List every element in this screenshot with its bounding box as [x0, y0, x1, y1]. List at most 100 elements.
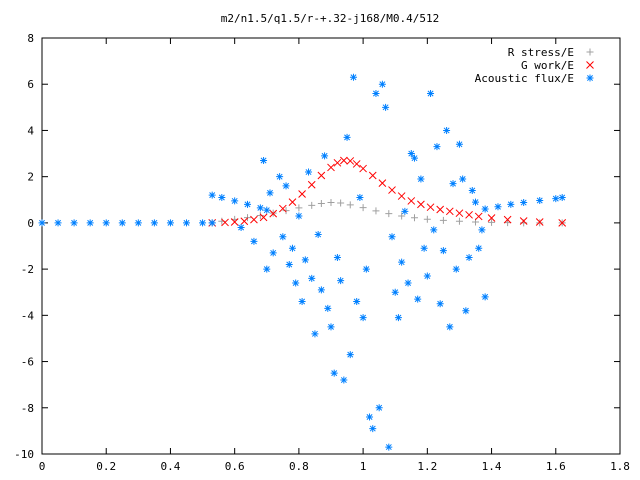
data-point — [250, 215, 258, 224]
data-point — [208, 219, 216, 227]
data-point — [237, 224, 245, 232]
data-point — [388, 233, 396, 241]
data-point — [385, 210, 393, 218]
data-point — [208, 191, 216, 199]
data-point — [263, 206, 271, 214]
y-tick-label: 2 — [27, 171, 34, 184]
data-point — [359, 204, 367, 212]
x-tick-label: 1 — [360, 460, 367, 473]
data-point — [218, 193, 226, 201]
data-point — [298, 297, 306, 305]
data-point — [465, 254, 473, 262]
y-tick-label: -8 — [21, 402, 34, 415]
data-point — [339, 156, 348, 165]
data-point — [443, 126, 451, 134]
data-point — [244, 200, 252, 208]
data-point — [481, 293, 489, 301]
data-point — [311, 330, 319, 338]
data-point — [118, 219, 126, 227]
y-tick-label: 4 — [27, 124, 34, 137]
legend-label: R stress/E — [508, 46, 574, 59]
data-point — [369, 425, 377, 433]
data-point — [452, 265, 460, 273]
data-point — [362, 265, 370, 273]
data-point — [266, 189, 274, 197]
data-point — [359, 164, 367, 173]
series-2 — [38, 73, 566, 451]
data-point — [388, 186, 396, 194]
plot-frame — [41, 37, 621, 455]
data-point — [301, 256, 309, 264]
data-point — [410, 214, 418, 222]
x-tick-label: 1.6 — [546, 460, 566, 473]
data-point — [366, 413, 374, 421]
data-point — [308, 201, 316, 209]
data-point — [285, 260, 293, 268]
x-tick-label: 0.4 — [161, 460, 181, 473]
legend-label: G work/E — [521, 59, 574, 72]
data-point — [474, 212, 483, 221]
chart-title: m2/n1.5/q1.5/r-+.32-j168/M0.4/512 — [221, 12, 440, 25]
data-point — [536, 196, 544, 204]
y-tick-label: 0 — [27, 217, 34, 230]
y-tick-label: 8 — [27, 32, 34, 45]
data-point — [353, 297, 361, 305]
data-point — [558, 193, 566, 201]
data-point — [282, 207, 290, 215]
data-point — [407, 197, 416, 205]
data-point — [288, 244, 296, 252]
data-point — [439, 216, 447, 224]
data-point — [231, 197, 239, 205]
data-point — [330, 369, 338, 377]
data-point — [346, 351, 354, 359]
x-tick-label: 1.4 — [482, 460, 502, 473]
data-point — [468, 187, 476, 195]
data-point — [368, 171, 377, 180]
data-point — [391, 288, 399, 296]
x-tick-label: 0.6 — [225, 460, 245, 473]
data-point — [343, 133, 351, 141]
data-point — [349, 73, 357, 81]
legend-marker — [586, 48, 594, 56]
data-point — [397, 192, 406, 200]
data-point — [382, 103, 390, 111]
x-tick-label: 0.2 — [96, 460, 116, 473]
x-tick-label: 0.8 — [289, 460, 309, 473]
data-point — [459, 175, 467, 183]
y-tick-label: -10 — [14, 448, 34, 461]
data-point — [256, 211, 264, 219]
data-point — [378, 179, 387, 187]
legend-marker — [586, 74, 594, 82]
data-point — [314, 230, 322, 238]
data-point — [337, 277, 345, 285]
data-point — [279, 233, 287, 241]
y-tick-label: -6 — [21, 356, 34, 369]
data-point — [375, 404, 383, 412]
data-point — [503, 215, 512, 224]
data-point — [359, 314, 367, 322]
data-point — [38, 219, 46, 227]
data-point — [250, 237, 258, 245]
data-point — [352, 160, 361, 168]
data-point — [426, 203, 435, 212]
data-point — [308, 274, 316, 282]
data-point — [102, 219, 110, 227]
data-point — [327, 163, 335, 172]
data-point — [449, 180, 457, 188]
data-point — [134, 219, 142, 227]
data-point — [259, 213, 268, 222]
data-point — [327, 323, 335, 331]
data-point — [298, 190, 306, 198]
data-point — [465, 210, 473, 219]
data-point — [54, 219, 62, 227]
data-point — [86, 219, 94, 227]
data-point — [420, 244, 428, 252]
data-point — [430, 226, 438, 234]
data-point — [558, 219, 567, 227]
data-point — [404, 279, 412, 287]
data-point — [263, 265, 271, 273]
data-point — [462, 307, 470, 315]
data-point — [372, 207, 380, 215]
data-point — [292, 279, 300, 287]
